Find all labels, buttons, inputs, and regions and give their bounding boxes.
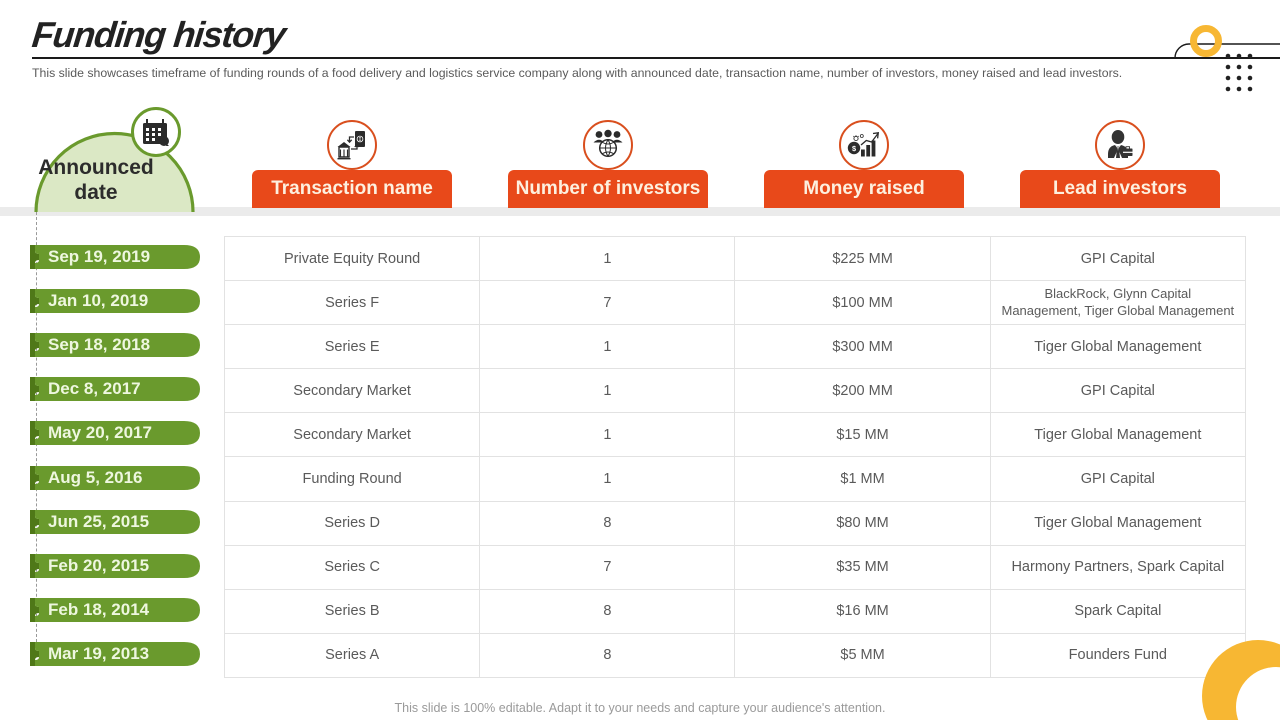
svg-text:$: $ bbox=[852, 144, 856, 153]
